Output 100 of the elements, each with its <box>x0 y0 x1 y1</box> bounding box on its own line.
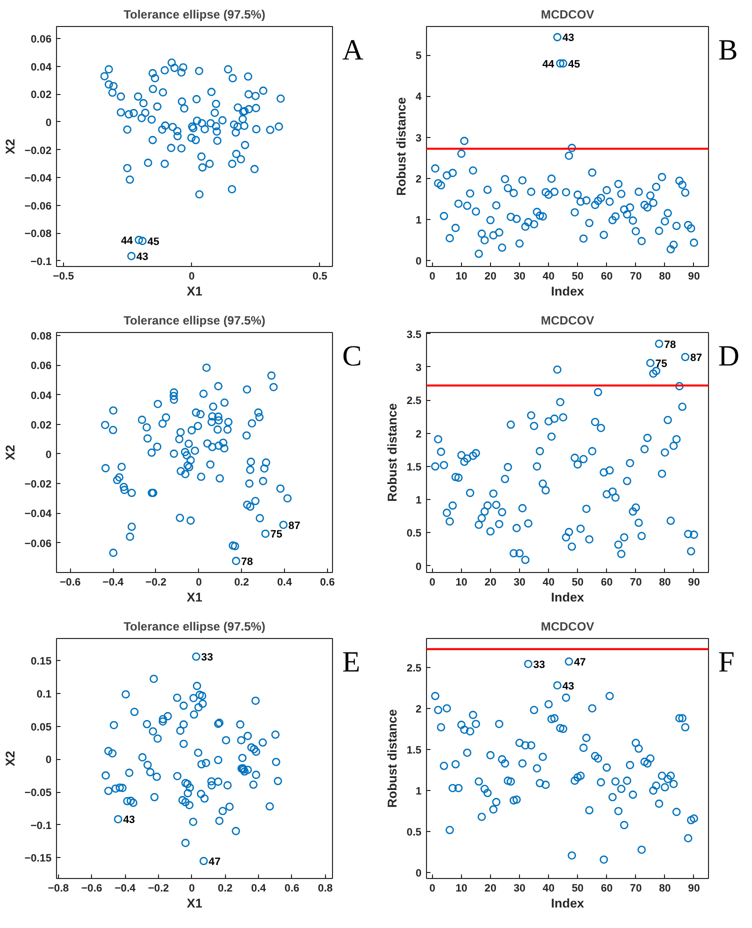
y-tick-label: −0.04 <box>24 508 52 520</box>
x-tick-label: 0.8 <box>318 882 333 894</box>
x-tick-label: 80 <box>658 576 671 588</box>
x-tick-label: 40 <box>542 576 555 588</box>
annotation: 43 <box>562 32 574 44</box>
y-tick-label: 0.08 <box>30 330 52 343</box>
x-tick-label: −0.2 <box>145 576 167 588</box>
x-tick-label: 50 <box>572 882 584 894</box>
y-tick-label: −0.08 <box>24 228 52 240</box>
x-tick-label: 50 <box>572 270 584 282</box>
annotation: 47 <box>574 656 586 669</box>
y-tick-label: 3 <box>416 132 422 144</box>
x-tick-label: −0.6 <box>81 882 102 894</box>
y-tick-label: 0 <box>416 868 422 880</box>
x-tick-label: 0.6 <box>320 576 335 588</box>
y-tick-label: −0.1 <box>30 820 52 832</box>
x-tick-label: 90 <box>688 270 700 282</box>
y-tick-label: −0.06 <box>24 538 52 550</box>
y-tick-label: 1.5 <box>406 744 422 756</box>
annotation: 43 <box>562 680 574 692</box>
y-tick-label: 0 <box>416 255 422 268</box>
x-axis-title: X1 <box>186 284 202 298</box>
y-tick-label: 0.05 <box>30 721 52 734</box>
annotation: 78 <box>241 556 253 568</box>
annotation: 75 <box>655 358 668 370</box>
y-axis-title: Robust distance <box>394 97 409 196</box>
y-tick-label: 1 <box>416 786 422 798</box>
chart-title: Tolerance ellipse (97.5%) <box>124 620 266 634</box>
y-tick-label: −0.06 <box>24 200 52 212</box>
x-tick-label: 90 <box>688 882 700 894</box>
y-axis-title: X2 <box>4 138 18 154</box>
x-tick-label: 30 <box>514 576 526 588</box>
y-tick-label: 0 <box>416 560 422 573</box>
annotation: 45 <box>147 236 160 248</box>
x-axis-title: Index <box>550 590 584 604</box>
x-tick-label: 20 <box>484 270 496 282</box>
y-axis-title: Robust distance <box>386 709 400 808</box>
y-tick-label: 0 <box>46 448 52 461</box>
x-tick-label: 10 <box>455 882 468 894</box>
x-tick-label: −0.8 <box>48 882 69 894</box>
x-tick-label: 30 <box>514 882 526 894</box>
y-tick-label: 5 <box>416 50 422 62</box>
y-tick-label: 2.5 <box>406 395 422 408</box>
annotation: 33 <box>533 658 546 671</box>
x-tick-label: 20 <box>484 882 496 894</box>
x-tick-label: 40 <box>542 882 555 894</box>
x-tick-label: 80 <box>658 882 671 894</box>
x-tick-label: −0.5 <box>52 270 74 282</box>
y-tick-label: 1.5 <box>406 461 422 474</box>
x-tick-label: −0.2 <box>148 882 170 894</box>
y-axis-title: X2 <box>4 750 18 766</box>
annotation: 75 <box>270 528 282 541</box>
y-tick-label: 0.02 <box>30 89 52 102</box>
chart-title: MCDCOV <box>540 620 594 634</box>
y-tick-label: 2 <box>416 703 422 716</box>
y-tick-label: −0.15 <box>24 852 52 865</box>
text: F <box>718 646 735 678</box>
annotation: 44 <box>120 234 133 247</box>
x-tick-label: 0 <box>196 576 202 588</box>
chart-title: Tolerance ellipse (97.5%) <box>124 8 266 22</box>
y-tick-label: −0.1 <box>30 256 52 268</box>
chart-title: Tolerance ellipse (97.5%) <box>124 314 266 328</box>
annotation: 78 <box>664 338 676 351</box>
x-tick-label: 50 <box>572 576 584 588</box>
x-tick-label: 30 <box>514 270 526 282</box>
x-tick-label: −0.4 <box>114 882 136 894</box>
chart-title: MCDCOV <box>540 8 594 22</box>
y-tick-label: 2 <box>416 173 422 186</box>
x-tick-label: 0.2 <box>218 882 233 894</box>
y-tick-label: 1 <box>416 494 422 507</box>
y-tick-label: 0.04 <box>30 390 52 402</box>
x-tick-label: 0 <box>429 270 436 282</box>
y-tick-label: 0.5 <box>406 826 422 839</box>
y-tick-label: 0.1 <box>36 688 52 700</box>
x-axis-title: Index <box>550 896 584 910</box>
y-axis-title: X2 <box>4 444 18 460</box>
x-tick-label: 60 <box>600 882 613 894</box>
x-axis-title: X1 <box>186 590 202 604</box>
y-tick-label: 0.06 <box>30 360 52 372</box>
annotation: 33 <box>201 652 214 664</box>
annotation: 44 <box>542 58 554 70</box>
x-tick-label: 60 <box>600 576 613 588</box>
annotation: 43 <box>136 251 148 264</box>
x-tick-label: 60 <box>600 270 613 282</box>
annotation: 45 <box>568 58 580 70</box>
text: A <box>342 34 364 66</box>
y-tick-label: 0 <box>46 754 52 766</box>
x-tick-label: 0 <box>429 576 436 588</box>
y-tick-label: 0.02 <box>30 419 52 432</box>
y-tick-label: 4 <box>416 91 422 104</box>
x-tick-label: 0 <box>188 270 195 282</box>
x-tick-label: 0 <box>188 882 195 894</box>
y-tick-label: −0.05 <box>24 787 52 800</box>
x-tick-label: 80 <box>658 270 671 282</box>
x-tick-label: 70 <box>630 576 642 588</box>
chart-title: MCDCOV <box>540 314 594 328</box>
y-tick-label: 0.06 <box>30 34 52 46</box>
y-tick-label: 2 <box>416 428 422 440</box>
annotation: 87 <box>690 352 702 364</box>
x-tick-label: 0.2 <box>234 576 250 588</box>
